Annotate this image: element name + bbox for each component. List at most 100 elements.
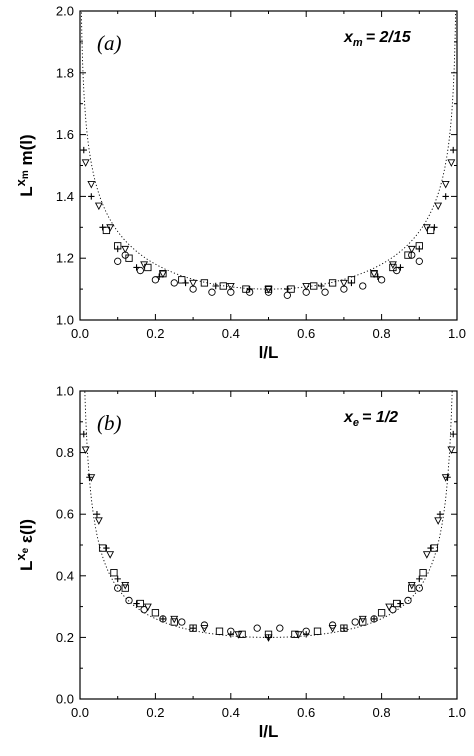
data-point-plus [182, 279, 189, 287]
data-point-square [200, 279, 209, 287]
x-axis-label: l/L [259, 343, 279, 362]
data-point-triangle-down [121, 582, 130, 590]
data-point-triangle-down [140, 261, 149, 269]
data-point-triangle-down [143, 603, 152, 612]
data-point-circle [359, 282, 367, 290]
data-point-plus [450, 430, 457, 438]
panel-label: (a) [97, 31, 122, 55]
data-point-plus [397, 264, 404, 271]
data-point-plus [442, 193, 449, 200]
data-point-square [121, 584, 129, 592]
y-tick-label: 1.4 [56, 189, 74, 204]
data-point-circle [178, 618, 186, 626]
data-point-plus [444, 474, 451, 481]
data-point-triangle-down [447, 446, 456, 455]
data-point-circle [125, 596, 133, 605]
data-point-triangle-down [328, 625, 337, 633]
data-point-square [310, 282, 318, 290]
data-point-plus [374, 273, 382, 280]
data-point-circle [328, 621, 337, 629]
data-point-square [219, 282, 227, 290]
exponent-annotation: xe = 1/2 [343, 409, 398, 429]
data-point-plus [159, 615, 167, 623]
panel-a: 0.0 0.2 0.4 0.6 0.8 1.0 1.0 1.2 1.4 1.6 1.8 2.0 (a) x… [13, 4, 466, 363]
data-point-triangle-down [422, 224, 431, 232]
y-axis-label: Lxm m(l) [13, 134, 36, 196]
data-point-plus [416, 245, 423, 253]
data-point-triangle-down [407, 582, 416, 590]
x-tick-label: 0.0 [71, 705, 89, 720]
y-tick-label: 0.0 [56, 692, 74, 707]
data-point-triangle-down [106, 224, 115, 232]
annotation-subscript: e [353, 417, 359, 429]
x-tick-label: 0.2 [146, 705, 164, 720]
data-point-triangle-down [94, 202, 103, 211]
data-point-triangle-down [339, 279, 348, 288]
data-point-plus [93, 511, 101, 518]
annotation-symbol: x [343, 409, 354, 426]
x-tick-label: 0.2 [146, 326, 164, 341]
panel-label: (b) [97, 411, 122, 435]
data-point-plus [431, 224, 438, 231]
y-label-sup-sub: m [20, 170, 31, 179]
data-point-triangle-down [81, 159, 90, 167]
x-tick-label: 0.0 [71, 326, 89, 341]
data-point-square [389, 263, 397, 272]
data-point-square [110, 569, 118, 577]
data-point-square [377, 609, 386, 617]
data-point-plus [80, 430, 87, 438]
y-tick-label: 0.8 [56, 445, 74, 460]
x-tick-label: 1.0 [448, 326, 466, 341]
data-point-plus [114, 245, 121, 253]
data-point-circle [170, 279, 178, 287]
data-point-circle [151, 276, 160, 284]
data-point-circle [114, 584, 122, 592]
data-point-plus [348, 279, 355, 287]
y-label-sup: x [13, 553, 28, 561]
y-tick-label: 0.6 [56, 507, 74, 522]
data-point-plus [103, 544, 110, 552]
annotation-symbol: x [343, 29, 354, 46]
x-tick-label: 0.4 [222, 705, 240, 720]
data-point-circle [415, 584, 423, 592]
y-tick-label: 1.0 [56, 313, 74, 328]
y-tick-label: 1.6 [56, 127, 74, 142]
data-point-circle [253, 624, 261, 632]
x-tick-label: 0.4 [222, 326, 240, 341]
data-point-plus [227, 631, 234, 638]
exponent-annotation: xm = 2/15 [343, 29, 412, 49]
data-point-triangle-down [121, 245, 130, 254]
data-point-plus [284, 285, 291, 293]
data-point-circle [276, 624, 284, 632]
annotation-value: = 2/15 [366, 29, 412, 46]
data-point-circle [321, 288, 329, 296]
x-tick-label: 0.8 [373, 705, 391, 720]
y-tick-label: 2.0 [56, 4, 74, 19]
data-point-plus [416, 575, 423, 583]
data-point-triangle-down [81, 446, 90, 455]
data-point-square [291, 630, 299, 638]
data-point-plus [212, 282, 219, 290]
data-point-triangle-down [447, 159, 456, 167]
data-point-triangle-down [158, 270, 167, 279]
data-point-triangle-down [302, 283, 311, 291]
x-tick-label: 0.6 [297, 705, 315, 720]
data-point-triangle-down [370, 270, 379, 279]
annotation-value: = 1/2 [362, 409, 398, 426]
data-point-plus [133, 600, 140, 607]
y-tick-label: 1.8 [56, 65, 74, 80]
data-point-triangle-down [434, 517, 443, 525]
data-point-square [170, 618, 178, 626]
data-point-square [408, 584, 416, 592]
x-tick-label: 0.8 [373, 326, 391, 341]
data-point-triangle-down [234, 631, 243, 639]
y-tick-label: 1.0 [56, 384, 74, 399]
data-point-plus [80, 146, 87, 154]
data-point-circle [136, 266, 144, 275]
data-point-plus [450, 146, 457, 154]
data-point-circle [200, 621, 209, 629]
data-point-square [404, 251, 412, 259]
data-point-triangle-down [294, 631, 303, 639]
y-label-tail: ε(l) [17, 519, 36, 548]
